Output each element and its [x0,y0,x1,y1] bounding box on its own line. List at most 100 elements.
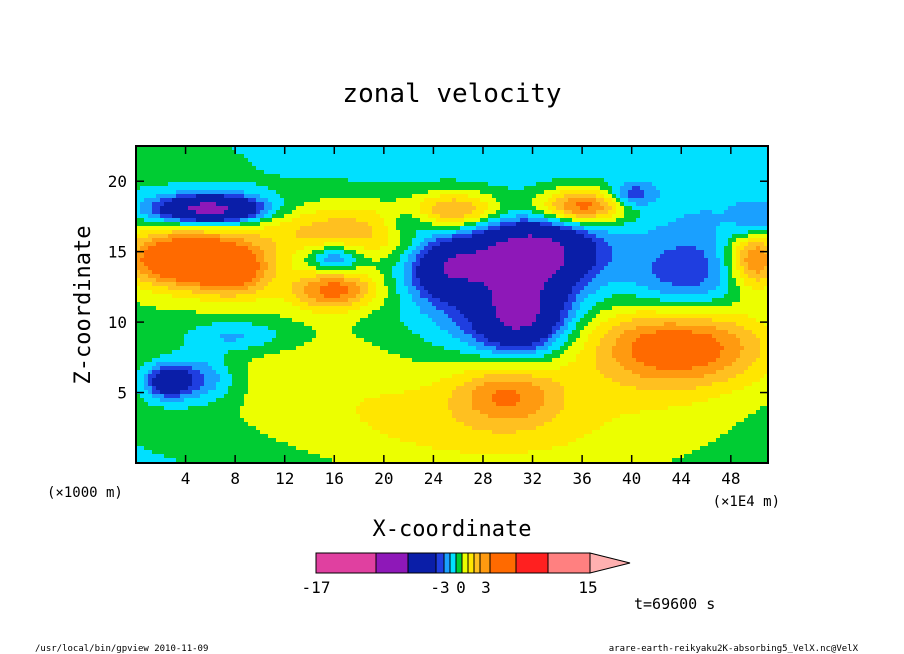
contour-cell [528,238,533,243]
contour-cell [156,258,161,263]
contour-cell [720,182,725,187]
contour-cell [316,154,321,159]
contour-cell [556,214,561,219]
contour-cell [292,198,297,203]
contour-cell [628,198,633,203]
contour-cell [760,150,765,155]
contour-cell [604,254,609,259]
contour-cell [368,158,373,163]
contour-cell [324,270,329,275]
contour-cell [680,190,685,195]
contour-cell [504,258,509,263]
contour-cell [716,222,721,227]
contour-cell [320,190,325,195]
contour-cell [540,250,545,255]
contour-cell [568,222,573,227]
contour-cell [752,210,757,215]
contour-cell [376,250,381,255]
contour-cell [492,194,497,199]
contour-cell [540,238,545,243]
contour-cell [596,254,601,259]
contour-cell [512,214,517,219]
contour-cell [140,234,145,239]
contour-cell [356,258,361,263]
contour-cell [316,234,321,239]
contour-cell [200,190,205,195]
contour-cell [332,182,337,187]
contour-cell [740,150,745,155]
contour-cell [524,218,529,223]
contour-cell [344,250,349,255]
contour-cell [748,146,753,151]
contour-cell [744,206,749,211]
contour-cell [536,206,541,211]
contour-cell [324,178,329,183]
contour-cell [372,202,377,207]
contour-cell [212,230,217,235]
contour-cell [732,254,737,259]
contour-cell [620,202,625,207]
contour-cell [316,218,321,223]
contour-cell [648,162,653,167]
contour-cell [628,254,633,259]
contour-cell [660,202,665,207]
contour-cell [552,242,557,247]
contour-cell [260,190,265,195]
contour-cell [460,206,465,211]
contour-cell [564,186,569,191]
contour-cell [248,210,253,215]
contour-cell [380,250,385,255]
contour-cell [656,162,661,167]
contour-cell [544,242,549,247]
contour-cell [316,226,321,231]
contour-cell [592,158,597,163]
contour-cell [740,246,745,251]
contour-cell [156,206,161,211]
contour-cell [584,190,589,195]
contour-cell [740,254,745,259]
contour-cell [312,174,317,179]
contour-cell [364,174,369,179]
contour-cell [200,254,205,259]
contour-cell [336,178,341,183]
contour-cell [180,254,185,259]
contour-cell [424,218,429,223]
contour-cell [628,218,633,223]
contour-cell [472,154,477,159]
contour-cell [448,202,453,207]
contour-cell [372,162,377,167]
contour-cell [592,154,597,159]
contour-cell [684,174,689,179]
contour-cell [216,202,221,207]
contour-cell [708,190,713,195]
contour-cell [344,158,349,163]
contour-cell [536,214,541,219]
contour-cell [312,186,317,191]
contour-cell [704,230,709,235]
contour-cell [604,266,609,271]
contour-cell [744,230,749,235]
contour-cell [708,226,713,231]
contour-cell [216,162,221,167]
contour-cell [544,230,549,235]
contour-cell [588,194,593,199]
contour-cell [412,174,417,179]
contour-cell [544,190,549,195]
contour-cell [716,162,721,167]
contour-cell [660,162,665,167]
contour-cell [616,266,621,271]
contour-cell [492,166,497,171]
contour-cell [240,262,245,267]
contour-cell [740,182,745,187]
contour-cell [448,154,453,159]
contour-cell [448,206,453,211]
contour-cell [624,194,629,199]
contour-cell [676,242,681,247]
contour-cell [536,178,541,183]
contour-cell [344,178,349,183]
contour-cell [596,214,601,219]
contour-cell [240,190,245,195]
contour-cell [296,158,301,163]
contour-cell [660,226,665,231]
contour-cell [324,206,329,211]
